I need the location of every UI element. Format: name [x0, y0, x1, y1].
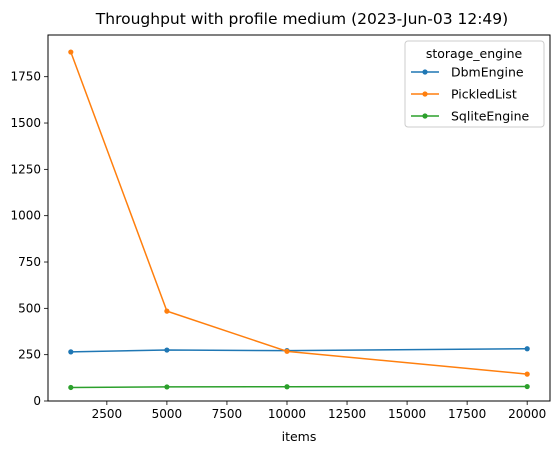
y-tick-label: 1000	[10, 209, 41, 223]
y-tick-label: 1500	[10, 116, 41, 130]
x-axis: 2500 5000 7500 10000 12500 15000 17500 20000	[92, 401, 546, 421]
y-tick-label: 500	[18, 301, 41, 315]
series-line-dbmengine	[70, 347, 528, 353]
data-point-pickledlist	[164, 308, 170, 314]
series-line-pickledlist	[70, 51, 528, 375]
y-axis: 0 250 500 750 1000 1250 1500 1750	[10, 70, 48, 408]
x-tick-label: 7500	[212, 407, 243, 421]
series-layer	[68, 49, 530, 391]
x-tick-label: 17500	[448, 407, 486, 421]
data-point-sqliteengine	[284, 384, 290, 390]
legend-marker-dbmengine	[422, 69, 428, 75]
legend-label-pickledlist: PickledList	[451, 87, 517, 102]
y-tick-label: 1750	[10, 70, 41, 84]
data-point-dbmengine	[68, 349, 74, 355]
legend-marker-pickledlist	[422, 91, 428, 97]
x-axis-label: items	[282, 429, 317, 444]
chart-title: Throughput with profile medium (2023-Jun…	[95, 10, 508, 28]
x-tick-label: 5000	[152, 407, 183, 421]
legend-entries: DbmEngine PickledList SqliteEngine	[411, 65, 530, 124]
data-point-dbmengine	[524, 346, 530, 352]
x-tick-label: 2500	[92, 407, 123, 421]
data-point-pickledlist	[68, 49, 74, 55]
x-tick-label: 10000	[268, 407, 306, 421]
data-point-sqliteengine	[164, 384, 170, 390]
y-tick-label: 1250	[10, 162, 41, 176]
data-point-dbmengine	[164, 347, 170, 353]
legend-label-dbmengine: DbmEngine	[451, 65, 524, 80]
data-point-pickledlist	[284, 348, 290, 354]
data-point-pickledlist	[524, 371, 530, 377]
y-tick-label: 250	[18, 348, 41, 362]
legend: storage_engine DbmEngine PickledList Sqlit…	[404, 40, 545, 128]
x-tick-label: 12500	[328, 407, 366, 421]
y-tick-label: 750	[18, 255, 41, 269]
x-tick-label: 20000	[508, 407, 546, 421]
legend-marker-sqliteengine	[422, 113, 428, 119]
plot-area	[47, 34, 551, 402]
data-point-sqliteengine	[524, 383, 530, 390]
x-tick-label: 15000	[388, 407, 426, 421]
series-line-sqliteengine	[70, 385, 528, 389]
data-point-sqliteengine	[68, 384, 74, 391]
legend-label-sqliteengine: SqliteEngine	[451, 109, 530, 124]
y-tick-label: 0	[33, 394, 41, 408]
legend-title: storage_engine	[426, 46, 523, 61]
legend-box	[404, 40, 545, 128]
